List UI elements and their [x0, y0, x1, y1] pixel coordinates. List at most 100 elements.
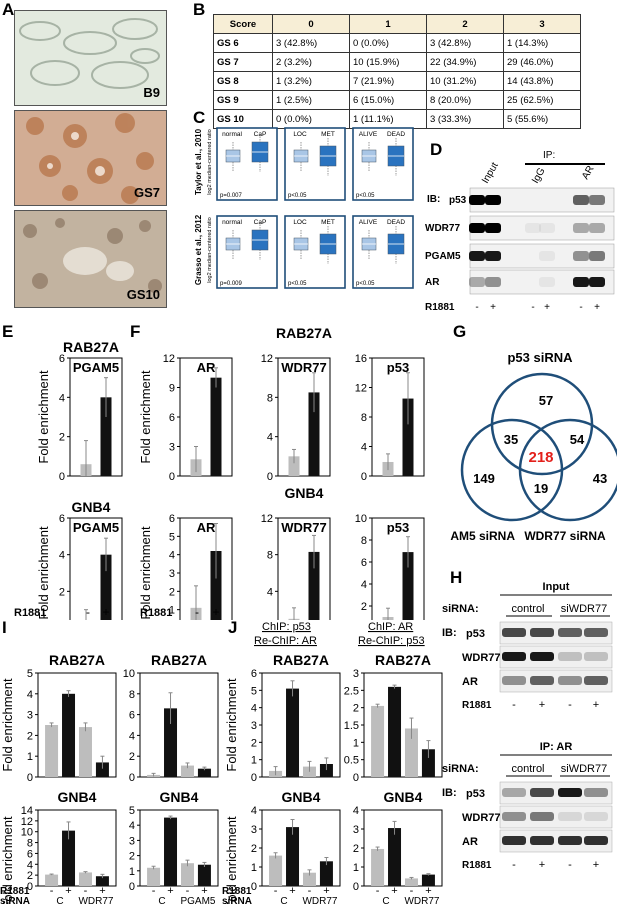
western-r1881-label: R1881 [462, 700, 492, 711]
oncomine-group-label: LOC [293, 219, 307, 226]
panel-label-c: C [193, 108, 206, 127]
bar [308, 392, 320, 476]
table-cell: 14 (43.8%) [503, 71, 581, 91]
western-band [530, 652, 554, 661]
y-tick-label: 4 [251, 703, 257, 715]
western-band [502, 788, 526, 797]
x-sign: - [195, 605, 199, 619]
chart-frame [261, 672, 341, 778]
western-blot-h: Input siRNA: control siWDR77 IB: p53 WDR77 AR R1… [442, 581, 613, 871]
chart-subtitle: WDR77 [281, 360, 327, 375]
western-h-group: siWDR77 [561, 763, 607, 775]
chart-frame [277, 517, 331, 620]
western-band [530, 812, 554, 821]
panel-label-i: I [2, 618, 7, 637]
western-h-sirna-label: siRNA: [442, 603, 479, 615]
western-band [584, 812, 608, 821]
oncomine-axis-label: log2 median-centered ratio [207, 129, 213, 194]
x-sign: + [65, 885, 71, 897]
chart-title: GNB4 [58, 789, 97, 805]
bar [147, 867, 161, 886]
y-tick-label: 1 [27, 751, 33, 763]
y-tick-label: 2 [59, 432, 65, 444]
oncomine-pvalue: p<0.05 [288, 193, 307, 199]
x-sign: + [167, 885, 173, 897]
histology-b9-image [15, 11, 166, 105]
bar [286, 827, 300, 886]
y-tick-label: 6 [361, 557, 367, 569]
bar [302, 872, 316, 886]
y-tick-label: 3 [251, 720, 257, 732]
oncomine-pvalue: p<0.05 [356, 193, 375, 199]
table-cell: 3 (33.3%) [426, 109, 504, 129]
western-band [469, 223, 485, 233]
western-r1881-sign: - [512, 699, 516, 711]
bar [210, 551, 222, 620]
bar [78, 872, 92, 886]
western-r1881-sign: + [539, 859, 545, 871]
chart-title: GNB4 [384, 789, 423, 805]
y-tick-label: 2 [169, 586, 175, 598]
western-strip [499, 781, 613, 805]
western-band [584, 628, 608, 637]
y-tick-label: 4 [361, 579, 367, 591]
y-tick-label: 2 [251, 737, 257, 749]
bar [197, 864, 211, 886]
western-band [502, 812, 526, 821]
x-axis-r1881-label: R1881 [14, 607, 46, 619]
y-tick-label: 6 [59, 353, 65, 365]
y-tick-label: 5 [27, 668, 33, 680]
x-sign: - [274, 885, 278, 897]
histology-gs10-image [15, 211, 166, 307]
chart-frame [139, 809, 219, 887]
chart-frame [371, 357, 425, 477]
oncomine-group-label: MET [321, 131, 335, 138]
western-r1881-sign: + [539, 699, 545, 711]
western-band [469, 277, 485, 287]
venn-label-pgam5: PGAM5 siRNA [450, 529, 515, 543]
chart-subtitle: PGAM5 [73, 520, 119, 535]
chart-subtitle: AR [197, 520, 216, 535]
y-tick-label: 1.5 [344, 720, 359, 732]
y-tick-label: 4 [27, 689, 33, 701]
western-h-group: control [511, 603, 544, 615]
chart-frame [277, 357, 331, 477]
western-row-label: WDR77 [462, 652, 501, 664]
x-sign: + [425, 885, 431, 897]
chart-subtitle: PGAM5 [73, 360, 119, 375]
y-tick-label: 4 [353, 805, 359, 817]
chart-frame [37, 809, 117, 887]
bar [164, 817, 178, 886]
chart-frame [139, 672, 219, 778]
y-tick-label: 4 [267, 586, 273, 598]
j-chip-title: ChIP: AR [368, 621, 413, 633]
y-axis-label: Fold enrichment [224, 678, 239, 772]
venn-count-all: 218 [528, 449, 553, 466]
score-header-cell: 2 [426, 14, 504, 34]
x-axis-r1881-label: R1881 [140, 607, 172, 619]
y-tick-label: 6 [27, 848, 33, 860]
bar [45, 874, 59, 886]
y-tick-label: 12 [261, 513, 273, 525]
western-h-ib: IB: [442, 627, 457, 639]
western-band [485, 277, 501, 287]
chart-title: RAB27A [276, 325, 332, 341]
y-tick-label: 8 [361, 535, 367, 547]
bar [404, 728, 418, 777]
y-tick-label: 4 [267, 432, 273, 444]
y-tick-label: 2 [27, 730, 33, 742]
y-axis-label: Fold enrichment [224, 816, 239, 904]
western-r1881-sign: - [568, 699, 572, 711]
y-axis-label: Fold enrichment [0, 678, 15, 772]
western-r1881-sign: + [593, 859, 599, 871]
oncomine-frame [216, 215, 278, 289]
table-cell: 3 (42.8%) [272, 33, 350, 53]
western-row-label: WDR77 [425, 223, 460, 234]
y-tick-label: 3 [251, 824, 257, 836]
chart-subtitle: AR [197, 360, 216, 375]
y-tick-label: 0 [169, 471, 175, 483]
y-tick-label: 8 [27, 838, 33, 850]
x-group-label: WDR77 [302, 896, 337, 904]
